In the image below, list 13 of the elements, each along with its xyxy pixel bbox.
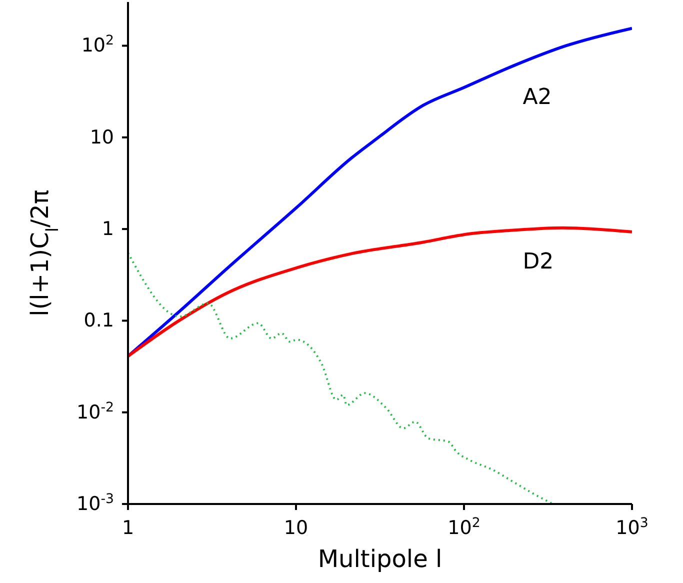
x-tick-label: 10$^{3}$	[616, 516, 648, 539]
series-label: A2	[522, 85, 552, 110]
x-axis-title: Multipole l	[318, 545, 442, 573]
y-tick-label: 10$^{2}$	[81, 33, 114, 57]
y-tick-label: 1	[102, 218, 114, 240]
x-tick-label: 1	[122, 517, 134, 539]
x-tick-label: 10$^{2}$	[448, 516, 480, 539]
series-label: D2	[522, 249, 554, 274]
y-tick-label: 10$^{-2}$	[76, 400, 114, 424]
y-tick-label: 0.1	[84, 310, 114, 332]
x-tick-label: 10	[284, 517, 308, 539]
y-tick-label: 10$^{-3}$	[76, 492, 114, 515]
y-tick-label: 10	[90, 126, 114, 148]
